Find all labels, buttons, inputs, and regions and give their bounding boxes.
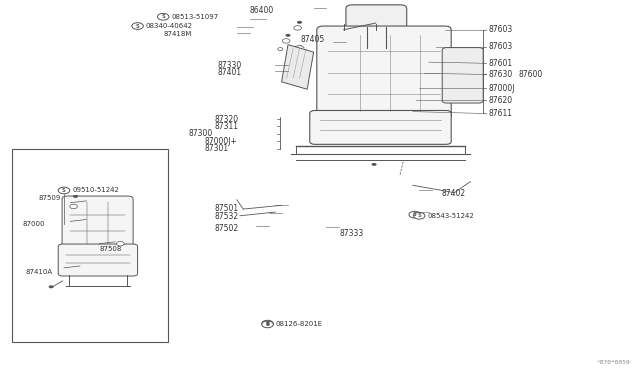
Circle shape bbox=[282, 39, 290, 43]
Text: 87000: 87000 bbox=[22, 221, 45, 227]
Text: S: S bbox=[136, 23, 140, 29]
Text: 87405: 87405 bbox=[301, 35, 325, 44]
Bar bbox=[12, 149, 168, 342]
Text: 87603: 87603 bbox=[488, 42, 513, 51]
Circle shape bbox=[278, 48, 283, 51]
Text: 87311: 87311 bbox=[214, 122, 239, 131]
Circle shape bbox=[372, 163, 377, 166]
Text: 87300: 87300 bbox=[189, 129, 213, 138]
Text: 08543-51242: 08543-51242 bbox=[428, 213, 474, 219]
Text: 87509: 87509 bbox=[38, 195, 61, 201]
Text: 87620: 87620 bbox=[488, 96, 513, 105]
Text: 87501: 87501 bbox=[214, 204, 239, 213]
FancyBboxPatch shape bbox=[62, 196, 133, 250]
Circle shape bbox=[262, 321, 273, 328]
Circle shape bbox=[157, 13, 169, 20]
Text: 08513-51097: 08513-51097 bbox=[172, 14, 219, 20]
FancyBboxPatch shape bbox=[58, 244, 138, 276]
Text: 87320: 87320 bbox=[214, 115, 239, 124]
Text: 87418M: 87418M bbox=[163, 31, 191, 37]
FancyBboxPatch shape bbox=[317, 26, 451, 119]
FancyBboxPatch shape bbox=[310, 110, 451, 144]
Text: ^870*0059: ^870*0059 bbox=[596, 360, 630, 365]
Polygon shape bbox=[282, 45, 314, 89]
Text: 87601: 87601 bbox=[488, 59, 513, 68]
Text: 87600: 87600 bbox=[518, 70, 543, 79]
Text: 87330: 87330 bbox=[218, 61, 242, 70]
Text: 87000J: 87000J bbox=[488, 84, 515, 93]
Text: 09510-51242: 09510-51242 bbox=[72, 187, 119, 193]
Text: 87630: 87630 bbox=[488, 70, 513, 79]
Text: 87402: 87402 bbox=[442, 189, 466, 198]
FancyBboxPatch shape bbox=[442, 48, 483, 103]
Text: 87000J+: 87000J+ bbox=[205, 137, 237, 146]
Text: 87301: 87301 bbox=[205, 144, 229, 153]
Text: 08340-40642: 08340-40642 bbox=[146, 23, 193, 29]
Text: 87401: 87401 bbox=[218, 68, 242, 77]
Text: S: S bbox=[62, 188, 66, 193]
Text: 87603: 87603 bbox=[488, 25, 513, 34]
Circle shape bbox=[409, 211, 420, 218]
Circle shape bbox=[285, 34, 291, 37]
Text: B: B bbox=[266, 321, 269, 326]
Text: S: S bbox=[413, 212, 417, 217]
Text: 87410A: 87410A bbox=[26, 269, 52, 275]
Circle shape bbox=[297, 21, 302, 24]
Text: 08126-8201E: 08126-8201E bbox=[276, 321, 323, 327]
Text: 87532: 87532 bbox=[214, 212, 239, 221]
FancyBboxPatch shape bbox=[346, 5, 407, 31]
Text: B: B bbox=[266, 322, 269, 327]
Circle shape bbox=[58, 187, 70, 194]
Text: 87333: 87333 bbox=[339, 229, 364, 238]
Circle shape bbox=[132, 23, 143, 29]
Text: 87508: 87508 bbox=[99, 246, 122, 252]
Circle shape bbox=[413, 212, 425, 219]
Circle shape bbox=[49, 285, 54, 288]
Text: 86400: 86400 bbox=[250, 6, 274, 15]
Text: S: S bbox=[161, 14, 165, 19]
Circle shape bbox=[294, 26, 301, 30]
Circle shape bbox=[262, 320, 273, 327]
Text: 87611: 87611 bbox=[488, 109, 512, 118]
Circle shape bbox=[73, 195, 78, 198]
Text: S: S bbox=[417, 213, 421, 218]
Circle shape bbox=[116, 241, 124, 246]
Text: 87502: 87502 bbox=[214, 224, 239, 233]
Circle shape bbox=[70, 204, 77, 209]
